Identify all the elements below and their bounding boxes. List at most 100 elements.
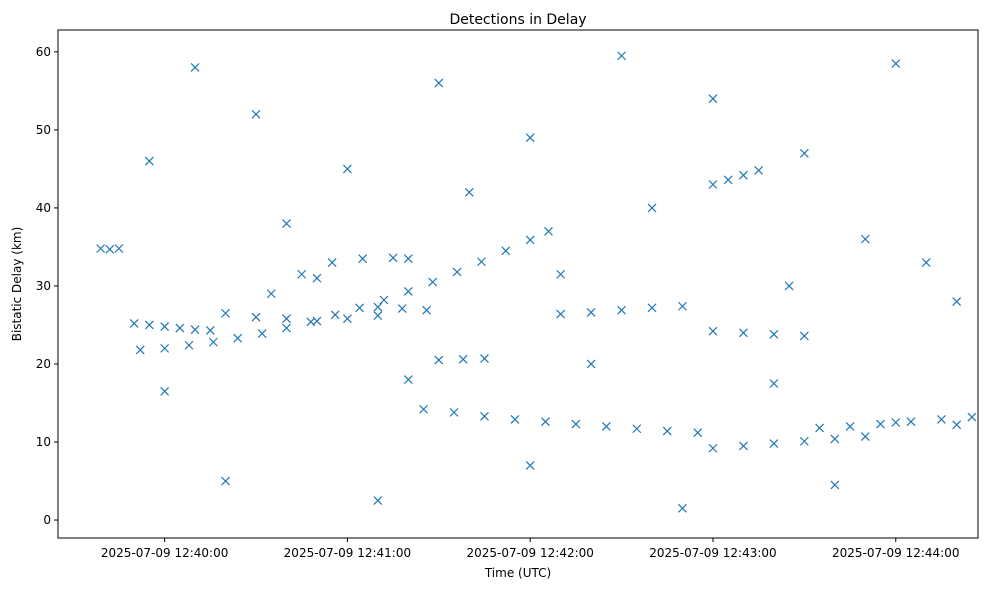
- data-point: [921, 258, 931, 267]
- data-point: [205, 326, 215, 335]
- data-point: [282, 323, 291, 333]
- data-point: [452, 267, 462, 277]
- data-point: [184, 340, 194, 350]
- data-point: [282, 314, 291, 324]
- plot-frame: [57, 29, 979, 539]
- data-point: [190, 63, 200, 72]
- data-point: [403, 286, 413, 296]
- data-point: [251, 109, 261, 119]
- data-point: [312, 273, 322, 283]
- data-point: [723, 175, 733, 185]
- x-tick-label: 2025-07-09 12:44:00: [832, 546, 959, 560]
- data-point: [708, 94, 718, 104]
- data-point: [480, 411, 489, 421]
- data-point: [952, 420, 962, 430]
- data-point: [355, 303, 365, 313]
- data-point: [233, 333, 243, 343]
- data-point: [257, 329, 267, 338]
- data-point: [799, 436, 809, 446]
- data-point: [662, 426, 672, 436]
- data-point: [754, 166, 764, 175]
- data-point: [678, 301, 687, 311]
- y-axis-ticks: 0 10 20 30 40 50 60: [36, 45, 58, 527]
- data-point: [556, 309, 566, 319]
- data-point: [525, 133, 535, 143]
- x-tick-label: 2025-07-09 12:43:00: [649, 546, 776, 560]
- y-tick-label: 20: [36, 357, 51, 371]
- y-tick-label: 50: [36, 123, 51, 137]
- y-tick-label: 10: [36, 435, 51, 449]
- data-point: [769, 379, 779, 388]
- data-point: [312, 316, 322, 326]
- data-point: [175, 323, 185, 333]
- data-point: [327, 258, 337, 267]
- data-point: [876, 419, 885, 429]
- data-point: [458, 354, 468, 364]
- data-point: [419, 404, 428, 414]
- data-point: [379, 295, 389, 305]
- data-point: [769, 329, 779, 339]
- data-point: [617, 51, 627, 61]
- y-tick-label: 0: [43, 513, 51, 527]
- data-point: [571, 419, 581, 429]
- data-point: [403, 375, 413, 385]
- x-tick-label: 2025-07-09 12:40:00: [101, 546, 228, 560]
- data-point: [632, 424, 642, 434]
- data-point: [845, 421, 855, 431]
- data-point: [544, 226, 553, 236]
- y-tick-label: 40: [36, 201, 51, 215]
- data-point: [525, 235, 535, 245]
- data-point: [708, 443, 718, 453]
- data-point: [891, 59, 901, 68]
- data-point: [799, 331, 809, 341]
- data-point: [297, 269, 307, 279]
- data-point: [403, 254, 413, 264]
- data-point: [830, 480, 840, 490]
- data-point: [769, 439, 779, 449]
- data-point: [540, 417, 550, 427]
- data-point: [358, 254, 368, 264]
- data-point: [937, 414, 946, 424]
- data-point: [160, 322, 170, 331]
- data-point: [221, 476, 230, 486]
- data-point: [282, 219, 291, 228]
- data-point: [739, 441, 748, 451]
- y-tick-label: 60: [36, 45, 51, 59]
- data-point: [135, 345, 145, 355]
- data-point: [422, 305, 432, 315]
- scatter-points: [96, 51, 977, 513]
- data-point: [449, 407, 459, 417]
- data-point: [891, 418, 901, 427]
- data-point: [647, 303, 657, 313]
- data-point: [708, 326, 718, 336]
- data-point: [501, 246, 511, 256]
- data-point: [373, 311, 383, 321]
- data-point: [397, 304, 407, 314]
- data-point: [428, 277, 438, 287]
- data-point: [373, 302, 383, 312]
- data-point: [480, 354, 489, 363]
- data-point: [434, 355, 444, 365]
- data-point: [967, 412, 977, 422]
- chart-title: Detections in Delay: [449, 12, 586, 28]
- data-point: [617, 305, 627, 315]
- data-point: [129, 318, 139, 328]
- x-tick-label: 2025-07-09 12:41:00: [284, 546, 411, 560]
- data-point: [799, 148, 809, 158]
- data-point: [190, 325, 200, 335]
- data-point: [586, 359, 596, 369]
- data-point: [208, 337, 218, 347]
- data-point: [144, 156, 154, 166]
- data-point: [815, 423, 825, 433]
- data-point: [342, 314, 352, 324]
- x-tick-label: 2025-07-09 12:42:00: [466, 546, 593, 560]
- data-point: [647, 203, 657, 213]
- data-point: [860, 234, 870, 244]
- data-point: [221, 308, 230, 318]
- data-point: [556, 269, 566, 279]
- data-point: [373, 496, 383, 505]
- data-point: [693, 428, 703, 438]
- data-point: [464, 187, 474, 197]
- data-point: [678, 503, 687, 513]
